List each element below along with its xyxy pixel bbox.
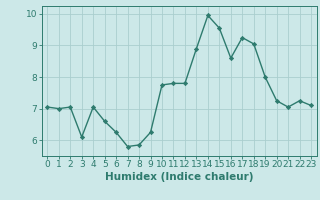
X-axis label: Humidex (Indice chaleur): Humidex (Indice chaleur)	[105, 172, 253, 182]
